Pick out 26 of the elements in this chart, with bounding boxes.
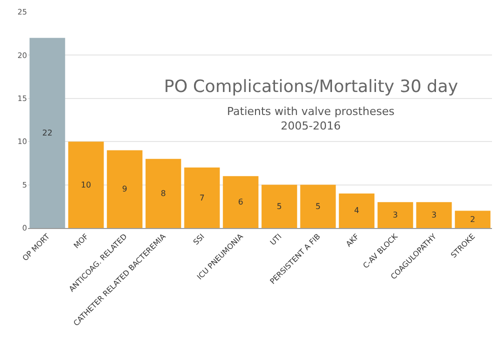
bar: [106, 150, 142, 228]
text: Patients with valve prostheses 2005-2016: [227, 105, 395, 132]
bar: [222, 176, 258, 228]
bar: [338, 193, 374, 228]
data-label: 9: [122, 184, 128, 194]
data-label: 4: [354, 206, 360, 216]
data-label: 8: [160, 188, 166, 198]
bar: [68, 142, 104, 228]
bar: [146, 158, 182, 228]
bar: [184, 168, 220, 228]
bar: [416, 202, 452, 228]
data-label: 5: [315, 202, 321, 211]
bar: [300, 184, 336, 228]
bar: [454, 210, 490, 228]
data-label: 7: [199, 193, 205, 202]
data-label: 6: [238, 198, 244, 207]
data-label: 10: [80, 180, 92, 190]
bar: [262, 184, 298, 228]
data-label: 5: [276, 202, 282, 211]
data-label: 2: [470, 214, 476, 224]
bar: [378, 202, 414, 228]
data-label: 22: [42, 128, 52, 138]
bar: [30, 38, 66, 228]
data-label: 3: [431, 210, 437, 220]
data-label: 3: [392, 210, 398, 220]
text: PO Complications/Mortality 30 day: [164, 77, 458, 98]
